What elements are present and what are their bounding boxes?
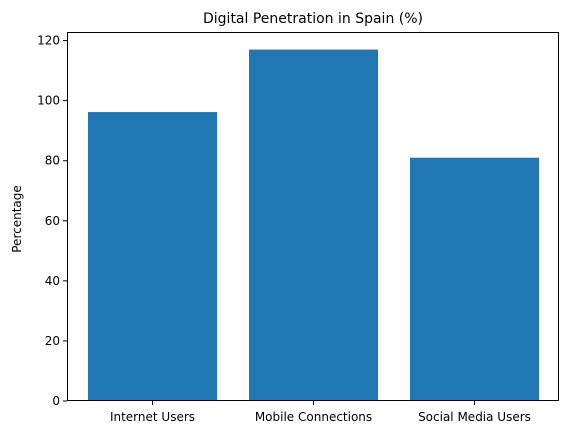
plot-frame (67, 32, 559, 401)
y-tick-label: 20 (45, 334, 60, 348)
y-tick-label: 40 (45, 274, 60, 288)
y-tick-label: 120 (37, 34, 60, 48)
y-axis-ticks: 0 20 40 60 80 100 120 (37, 34, 67, 408)
y-tick-label: 60 (45, 214, 60, 228)
y-tick-label: 100 (37, 94, 60, 108)
x-tick-label: Mobile Connections (255, 410, 372, 424)
x-axis-ticks: Internet Users Mobile Connections Social M… (110, 401, 531, 424)
bar-internet-users (88, 112, 217, 402)
bar-mobile-connections (249, 49, 378, 401)
x-tick-label: Social Media Users (418, 410, 531, 424)
y-tick-label: 80 (45, 154, 60, 168)
bars-layer (88, 49, 539, 402)
x-tick-label: Internet Users (110, 410, 195, 424)
y-axis-label: Percentage (10, 185, 24, 253)
y-tick-label: 0 (52, 394, 60, 408)
chart-title: Digital Penetration in Spain (%) (203, 11, 423, 27)
bar-social-media-users (410, 157, 539, 401)
